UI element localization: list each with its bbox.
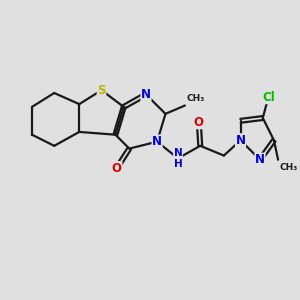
Text: S: S [97,84,106,97]
Text: N: N [152,135,162,148]
Text: N: N [236,134,246,147]
Text: O: O [112,162,122,175]
Text: Cl: Cl [262,91,275,104]
Text: N: N [255,153,265,166]
Text: N: N [141,88,151,101]
Text: CH₃: CH₃ [280,163,298,172]
Text: O: O [194,116,204,129]
Text: CH₃: CH₃ [186,94,205,103]
Text: N
H: N H [174,148,182,169]
